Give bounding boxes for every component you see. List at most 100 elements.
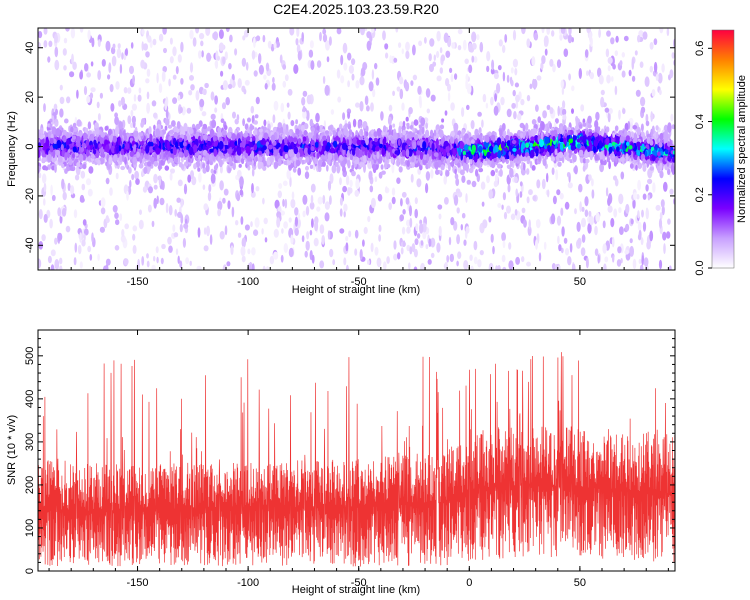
spectrogram-cell: [380, 111, 384, 121]
spectrogram-cell: [274, 199, 280, 209]
spectrogram-cell: [466, 104, 470, 110]
spectrogram-cell: [405, 219, 411, 227]
spectrogram-cell: [671, 124, 675, 130]
spectrogram-cell: [586, 70, 589, 76]
spectrogram-cell: [236, 169, 242, 178]
spectrogram-cell: [70, 185, 75, 195]
spectrogram-cell: [309, 118, 314, 127]
spectrogram-cell: [57, 232, 63, 242]
spectrogram-cell: [401, 191, 407, 198]
spectrogram-cell: [352, 118, 357, 128]
spectrogram-cell: [521, 256, 525, 263]
spectrogram-cell: [97, 39, 101, 48]
spectrogram-cell: [401, 226, 406, 235]
spectrogram-cell: [568, 73, 571, 81]
spectrogram-cell: [401, 102, 405, 111]
spectrogram-cell: [65, 225, 71, 233]
spectrogram-cell: [63, 37, 68, 44]
spectrogram-cell: [192, 37, 197, 47]
spectrogram-cell: [347, 123, 352, 130]
spectrogram-cell: [83, 85, 88, 96]
spectrogram-cell: [412, 74, 418, 81]
spectrogram-cell: [283, 221, 288, 229]
spectrogram-cell: [214, 95, 219, 105]
spectrogram-cell: [514, 209, 518, 216]
spectrogram-cell: [151, 264, 156, 270]
spectrogram-cell: [444, 197, 449, 205]
spectrogram-cell: [97, 113, 101, 121]
spectrogram-cell: [567, 256, 572, 266]
spectrogram-cell: [425, 122, 428, 129]
spectrogram-cell: [118, 100, 122, 107]
spectrogram-cell: [638, 258, 642, 264]
spectrogram-cell: [175, 248, 179, 255]
spectrogram-cell: [183, 183, 188, 195]
spectrogram-cell: [528, 219, 531, 230]
spectrogram-cell: [351, 73, 355, 81]
spectrogram-cell: [604, 256, 609, 263]
spectrogram-cell: [391, 187, 396, 196]
spectrogram-cell: [137, 94, 142, 102]
spectrogram-cell: [297, 213, 301, 221]
spectrogram-cell: [120, 96, 125, 106]
spectrogram-cell: [495, 265, 499, 270]
spectrogram-cell: [639, 264, 644, 270]
spectrogram-cell: [597, 67, 602, 78]
spectrogram-cell: [557, 105, 560, 117]
spectrogram-cell: [161, 243, 166, 250]
spectrogram-cell: [42, 173, 47, 184]
spectrogram-cell: [517, 113, 522, 121]
spectrogram-cell: [374, 176, 378, 183]
spectrogram-cell: [354, 189, 360, 197]
spectrogram-cell: [478, 167, 484, 173]
spectrogram-cell: [635, 89, 641, 97]
spectrogram-cell: [205, 28, 211, 36]
spectrogram-cell: [294, 207, 299, 216]
spectrogram-cell: [206, 52, 212, 62]
spectrogram-cell: [59, 257, 63, 265]
spectrogram-cell: [87, 29, 91, 40]
spectrogram-cell: [535, 239, 538, 250]
spectrogram-cell: [151, 220, 155, 228]
spectrogram-cell: [614, 85, 618, 96]
spectrogram-cell: [368, 81, 374, 92]
spectrogram-cell: [387, 116, 392, 126]
spectrogram-cell: [594, 225, 598, 236]
spectrogram-cell: [203, 88, 207, 96]
spectrogram-cell: [621, 70, 626, 78]
spectrogram-cell: [308, 49, 314, 58]
spectrogram-cell: [376, 257, 382, 268]
spectrogram-cell: [582, 158, 587, 164]
spectrogram-cell: [86, 95, 91, 103]
spectrogram-cell: [342, 185, 347, 193]
spectrogram-cell: [359, 76, 365, 86]
spectrogram-cell: [558, 244, 562, 252]
spectrogram-cell: [115, 219, 120, 226]
spectrogram-cell: [537, 116, 541, 123]
spectrogram-cell: [386, 256, 390, 264]
spectrogram-cell: [598, 74, 604, 85]
spectrogram-cell: [625, 223, 630, 232]
spectrogram-cell: [109, 84, 114, 93]
spectrogram-cell: [647, 168, 653, 179]
spectrogram-cell: [640, 96, 646, 107]
spectrogram-cell: [160, 257, 164, 265]
spectrogram-cell: [615, 35, 619, 43]
spectrogram-cell: [282, 80, 287, 88]
spectrogram-cell: [124, 223, 129, 230]
spectrogram-cell: [479, 41, 484, 53]
spectrogram-cell: [332, 259, 336, 266]
spectrogram-cell: [129, 179, 132, 188]
spectrogram-cell: [620, 171, 625, 180]
spectrogram-cell: [651, 89, 656, 97]
spectrogram-cell: [339, 208, 343, 217]
spectrogram-cell: [437, 204, 443, 210]
spectrogram-cell: [501, 204, 504, 210]
spectrogram-cell: [324, 201, 330, 210]
spectrogram-cell: [132, 225, 138, 232]
spectrogram-cell: [180, 78, 184, 85]
spectrogram-cell: [370, 242, 374, 253]
spectrogram-cell: [79, 71, 83, 80]
spectrogram-cell: [400, 247, 404, 255]
spectrogram-cell: [398, 125, 402, 135]
